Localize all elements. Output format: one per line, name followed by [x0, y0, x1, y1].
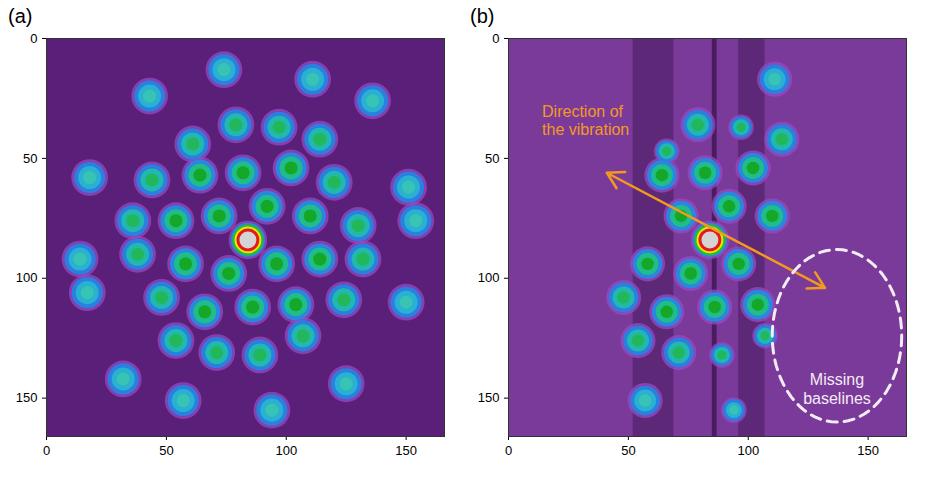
svg-text:150: 150 [16, 390, 38, 405]
svg-text:50: 50 [485, 151, 499, 166]
svg-text:0: 0 [505, 443, 512, 458]
html-text:(a): (a) [8, 5, 33, 27]
svg-text:50: 50 [621, 443, 635, 458]
svg-text:0: 0 [43, 443, 50, 458]
svg-text:150: 150 [478, 390, 500, 405]
svg-text:0: 0 [492, 31, 499, 46]
svg-text:Direction ofthe vibration: Direction ofthe vibration [542, 103, 629, 138]
svg-text:150: 150 [395, 443, 417, 458]
svg-text:100: 100 [737, 443, 759, 458]
svg-text:50: 50 [159, 443, 173, 458]
html-text:(b): (b) [470, 5, 495, 27]
svg-text:50: 50 [23, 151, 37, 166]
svg-text:100: 100 [275, 443, 297, 458]
svg-text:0: 0 [30, 31, 37, 46]
svg-text:100: 100 [16, 270, 38, 285]
svg-text:100: 100 [478, 270, 500, 285]
svg-text:150: 150 [857, 443, 879, 458]
svg-text:Missingbaselines: Missingbaselines [803, 371, 871, 406]
